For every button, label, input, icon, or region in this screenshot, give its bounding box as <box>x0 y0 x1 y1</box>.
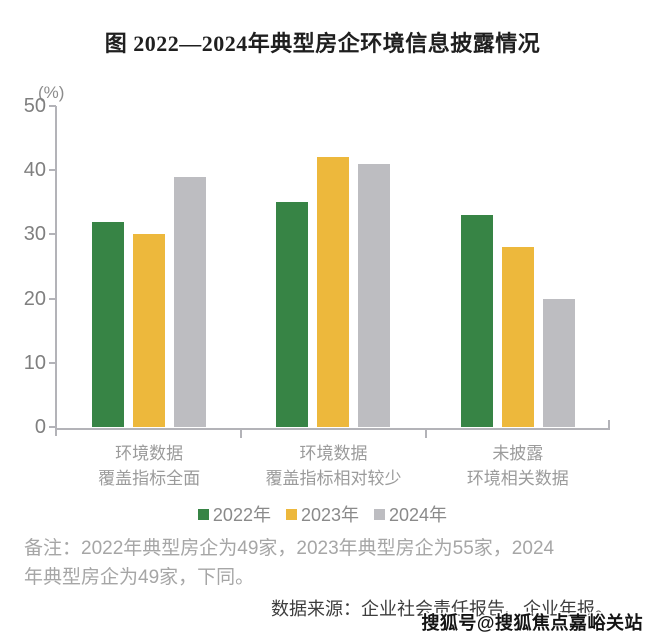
bar-2024年 <box>542 298 575 427</box>
plot-area <box>55 106 610 436</box>
x-category-label-line: 未披露 <box>492 444 544 463</box>
legend-item: 2022年 <box>197 501 271 527</box>
y-tick-label: 30 <box>23 223 46 246</box>
bar-2023年 <box>501 247 534 427</box>
bar-2023年 <box>133 234 166 427</box>
x-category-label-line: 覆盖指标全面 <box>98 469 201 488</box>
x-category-label: 未披露 环境相关数据 <box>426 441 610 491</box>
x-boundary-tick <box>424 430 427 438</box>
x-category-label-line: 环境相关数据 <box>466 469 569 488</box>
footnote-line: 备注：2022年典型房企为49家，2023年典型房企为55家，2024 <box>24 538 555 559</box>
x-axis-end-tick <box>608 420 610 429</box>
x-category-label-line: 环境数据 <box>299 444 368 463</box>
legend-item: 2024年 <box>374 501 447 527</box>
x-category-label: 环境数据覆盖指标全面 <box>57 441 241 491</box>
x-category-label-line: 覆盖指标相对较少 <box>265 469 402 488</box>
y-tick-mark <box>49 233 56 236</box>
y-tick-label: 10 <box>23 351 46 374</box>
bar-2023年 <box>317 157 350 427</box>
y-tick-label: 20 <box>23 287 46 310</box>
bar-2022年 <box>460 215 493 427</box>
legend-swatch-2022年 <box>197 508 209 520</box>
x-boundary-tick <box>240 430 243 438</box>
footnote: 备注：2022年典型房企为49家，2023年典型房企为55家，2024 年典型房… <box>24 534 630 592</box>
legend-label: 2024年 <box>389 505 448 525</box>
bar-group <box>241 106 425 427</box>
footnote-line: 年典型房企为49家，下同。 <box>24 567 255 588</box>
y-tick-label: 40 <box>23 159 46 182</box>
bar-2022年 <box>92 221 125 427</box>
y-tick-mark <box>49 426 56 428</box>
data-source-text: 数据来源：企业社会责任报告、企业年报。 <box>271 599 613 619</box>
x-category-label-line: 环境数据 <box>115 444 184 463</box>
x-category-label: 环境数据覆盖指标相对较少 <box>241 441 425 491</box>
bar-2022年 <box>276 202 309 427</box>
y-tick-label: 50 <box>23 95 46 117</box>
y-tick-mark <box>49 361 56 364</box>
y-tick-mark <box>49 169 56 172</box>
y-axis-unit-label: (%) <box>38 83 65 102</box>
legend-item: 2023年 <box>285 501 360 527</box>
x-axis-line <box>55 428 610 430</box>
legend: 2022年 2023年 2024年 <box>0 501 645 527</box>
legend-swatch-2024年 <box>374 508 386 520</box>
legend-label: 2023年 <box>300 505 360 525</box>
y-tick-mark <box>49 105 56 107</box>
y-tick-mark <box>49 297 56 300</box>
chart-title: 图 2022—2024年典型房企环境信息披露情况 <box>104 31 541 56</box>
bar-group <box>426 106 610 427</box>
legend-swatch-2023年 <box>285 508 297 520</box>
bar-2024年 <box>358 163 391 427</box>
y-axis-line <box>55 106 57 436</box>
legend-label: 2022年 <box>212 505 271 525</box>
y-tick-label: 0 <box>34 416 46 438</box>
bar-2024年 <box>174 176 207 427</box>
bar-group <box>57 106 241 427</box>
watermark-text: 搜狐号@搜狐焦点嘉峪关站 <box>421 613 643 633</box>
